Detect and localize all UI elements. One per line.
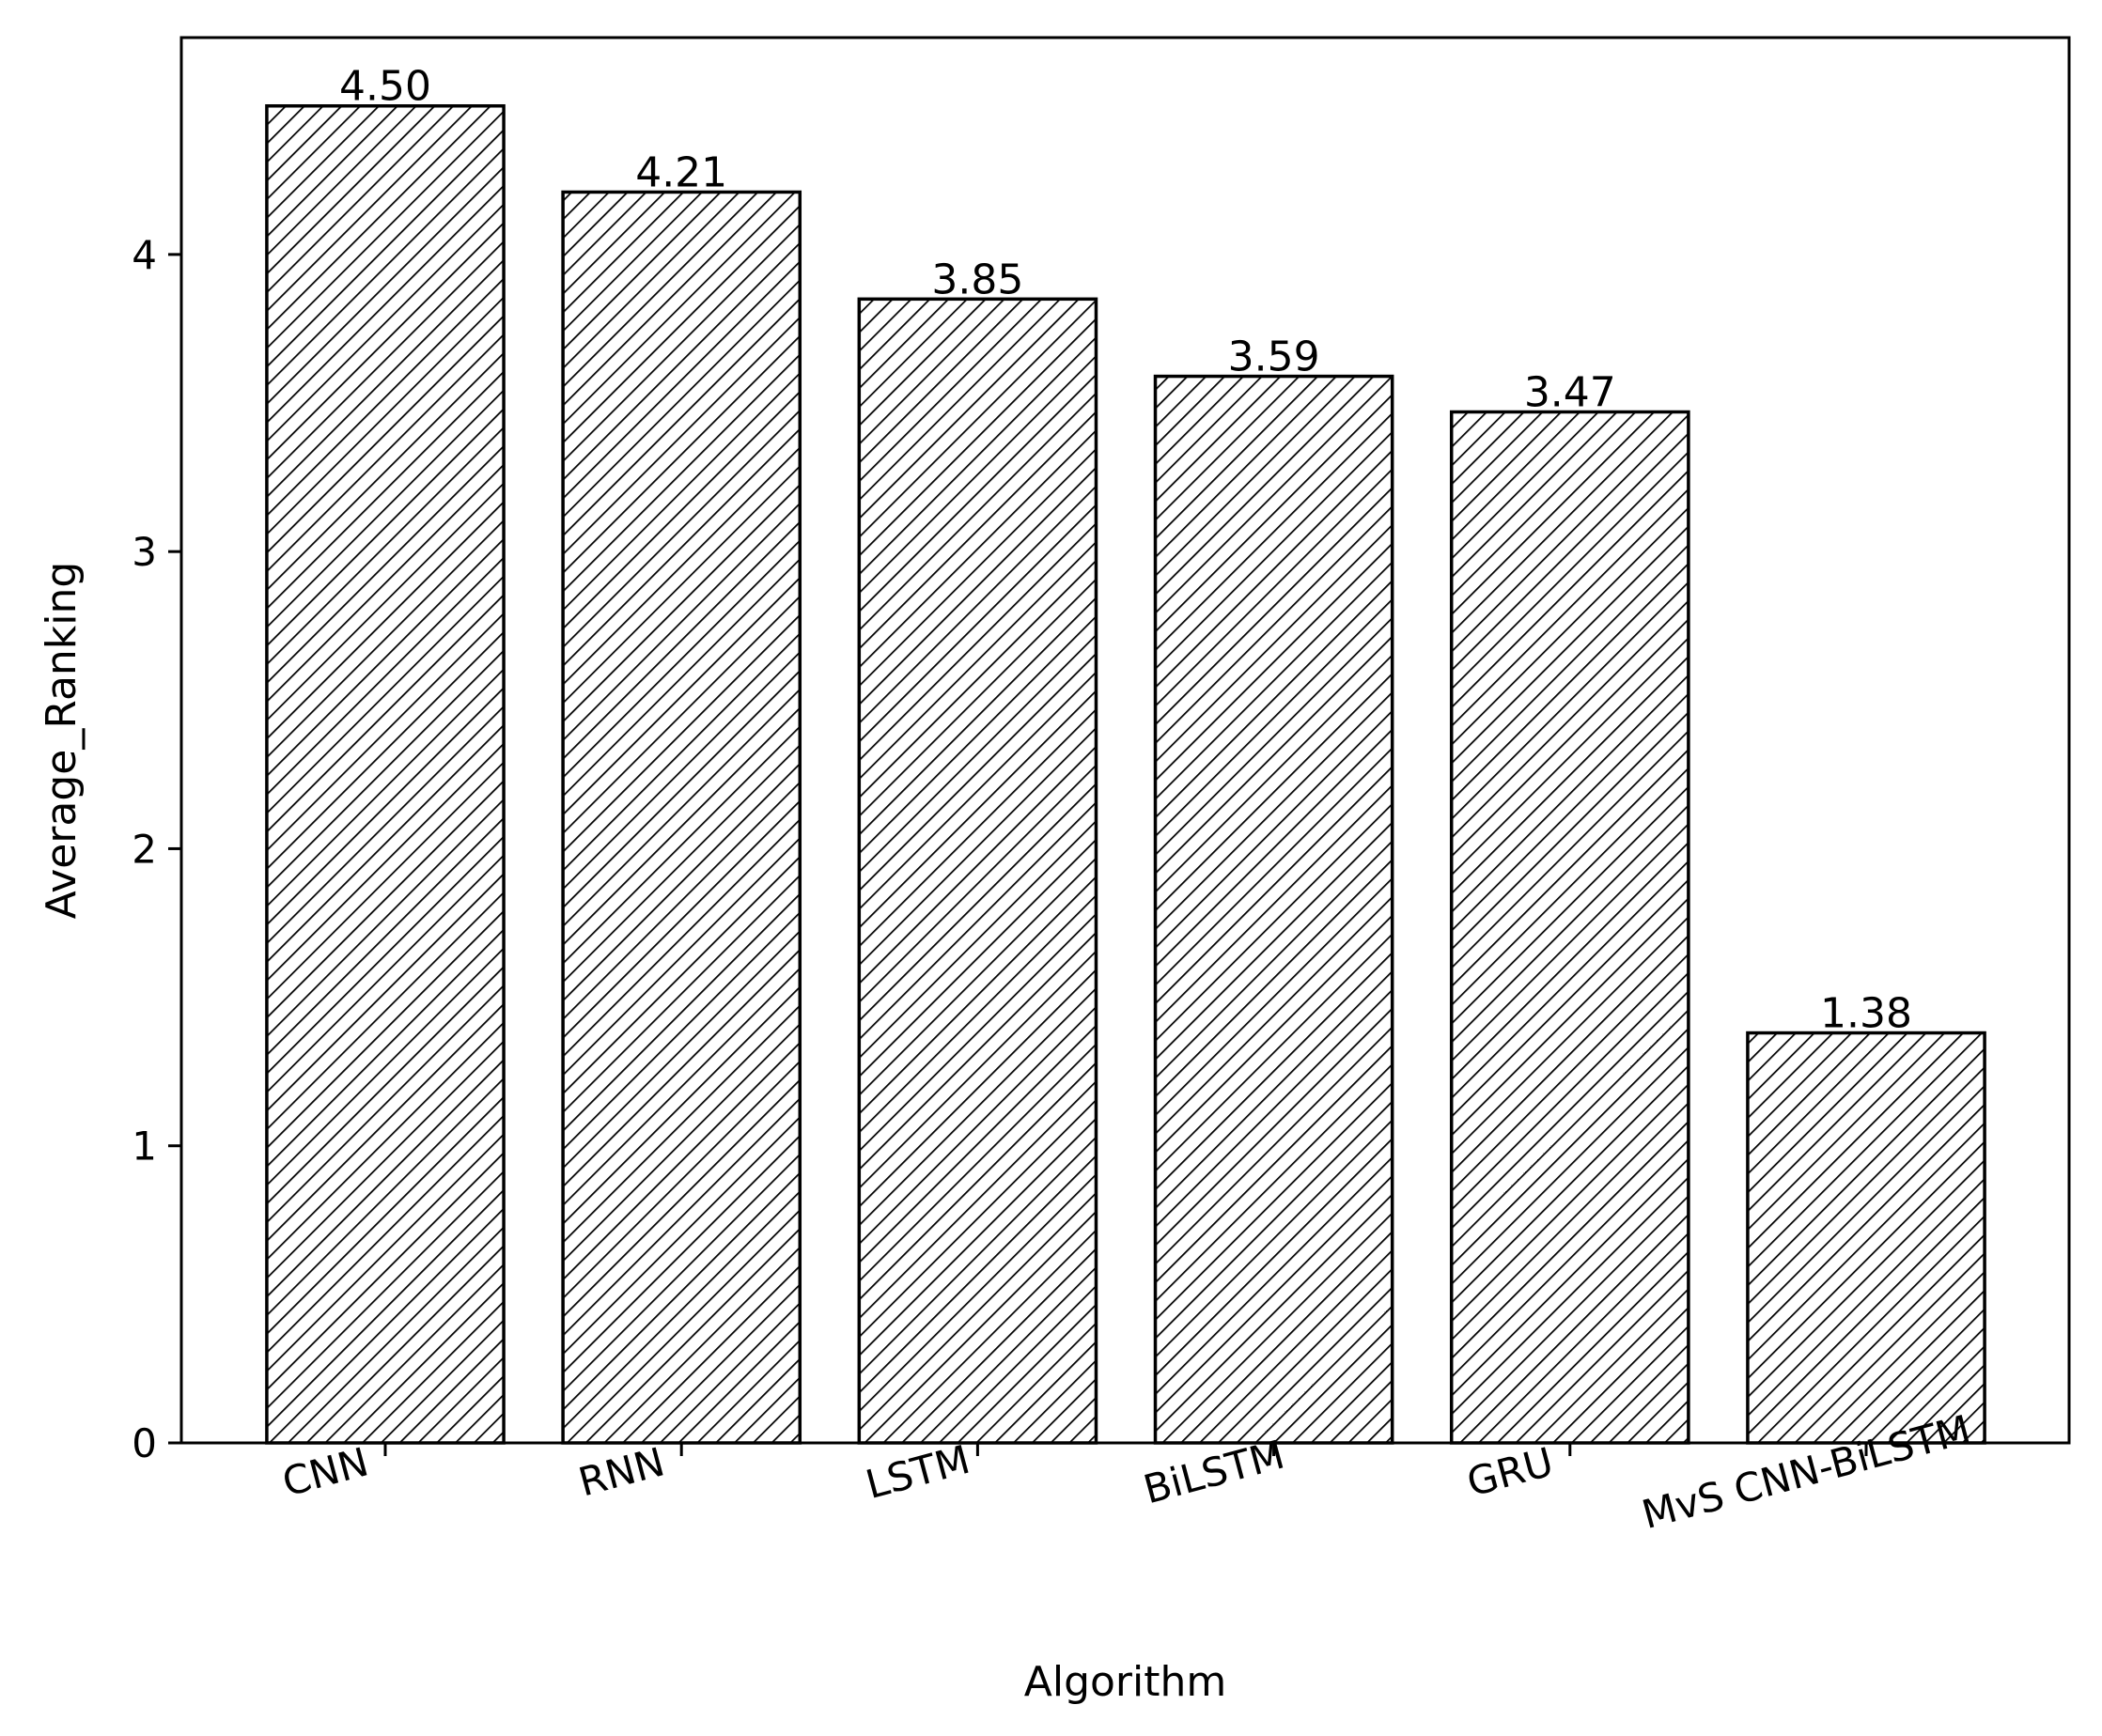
x-tick-label: LSTM <box>861 1436 974 1508</box>
bar <box>1746 1031 1986 1445</box>
x-axis-title: Algorithm <box>1024 1658 1227 1706</box>
bar <box>1449 410 1690 1445</box>
bar-value-label: 3.85 <box>931 256 1023 303</box>
y-tick-label: 2 <box>132 826 157 872</box>
x-tick-label: RNN <box>574 1438 670 1505</box>
y-tick-label: 4 <box>132 232 157 278</box>
x-axis: CNN RNN LSTM BiLSTM GRU MvS CNN-BiLSTM <box>277 1406 1975 1538</box>
bar-value-label: 3.59 <box>1228 333 1320 381</box>
bar-value-label: 4.21 <box>635 148 727 196</box>
bar-value-label: 4.50 <box>339 63 431 111</box>
bar-value-label: 3.47 <box>1524 369 1616 417</box>
bar <box>561 190 802 1445</box>
value-labels-group: 4.50 4.21 3.85 3.59 3.47 1.38 <box>339 63 1912 1038</box>
bar <box>265 103 506 1445</box>
y-tick-label: 0 <box>132 1420 157 1466</box>
y-tick-label: 1 <box>132 1124 157 1170</box>
x-tick-label: GRU <box>1462 1438 1558 1505</box>
y-tick-label: 3 <box>132 529 157 575</box>
bar-value-label: 1.38 <box>1820 990 1912 1038</box>
bar <box>1153 374 1394 1445</box>
y-axis-title: Average_Ranking <box>38 562 86 920</box>
y-axis: 0 1 2 3 4 <box>132 232 181 1466</box>
x-tick-label: CNN <box>277 1438 373 1505</box>
bars-group <box>265 103 1986 1445</box>
plot-frame <box>179 36 2071 1445</box>
bar <box>857 297 1098 1445</box>
